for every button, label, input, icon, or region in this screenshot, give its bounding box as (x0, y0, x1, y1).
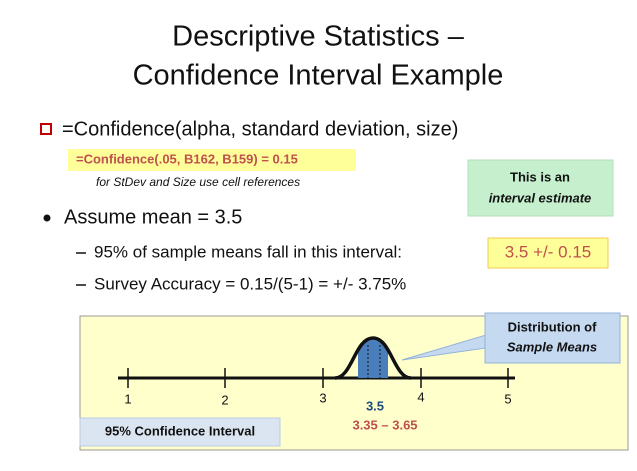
sub-bullet: Survey Accuracy = 0.15/(5-1) = +/- 3.75% (94, 274, 406, 293)
callout-text: Distribution of (508, 319, 597, 334)
bullet-text: Assume mean = 3.5 (64, 206, 242, 228)
tick-label: 5 (504, 391, 511, 406)
note: for StDev and Size use cell references (96, 175, 300, 189)
callout-box (467, 159, 614, 217)
formula-example: =Confidence(.05, B162, B159) = 0.15 (76, 151, 298, 166)
title-line: Confidence Interval Example (133, 60, 504, 92)
interval-label: 95% Confidence Interval (105, 423, 255, 438)
tick-label: 2 (221, 392, 228, 407)
highlight-box (487, 237, 609, 269)
callout-text: interval estimate (489, 190, 592, 205)
tick-label: 4 (417, 389, 424, 404)
bullet-square (40, 123, 52, 135)
highlight-box (68, 149, 356, 171)
ticks (127, 368, 509, 388)
bullet-text: =Confidence(alpha, standard deviation, s… (62, 118, 458, 140)
highlight-text: 3.5 +/- 0.15 (505, 242, 591, 261)
callout-box (484, 312, 621, 364)
tick-label: 3 (319, 390, 326, 405)
callout-text: This is an (510, 169, 570, 184)
tick-label: 1 (124, 391, 131, 406)
label-box (79, 417, 281, 447)
callout-text: Sample Means (507, 339, 597, 354)
bell-curve (334, 336, 412, 380)
mean-label: 3.5 (366, 398, 384, 413)
bullet-dot (43, 214, 51, 222)
interval-area (358, 338, 388, 378)
sub-bullet: 95% of sample means fall in this interva… (94, 242, 402, 261)
range-label: 3.35 – 3.65 (352, 417, 417, 432)
title-line: Descriptive Statistics – (172, 21, 465, 53)
